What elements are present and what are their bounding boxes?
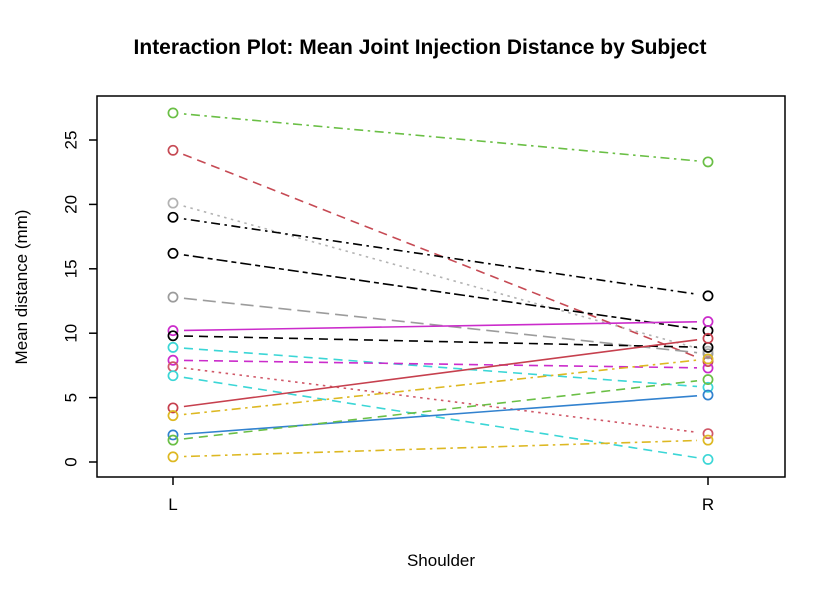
y-tick-label: 15 [62,259,81,278]
data-point-subject-13 [167,402,179,414]
y-tick-label: 10 [62,324,81,343]
data-point-subject-6 [702,348,714,360]
data-point-subject-15 [167,429,179,441]
data-point-subject-9 [702,381,714,393]
data-point-subject-12 [702,453,714,465]
series-line-subject-14 [183,359,698,416]
data-point-subject-3 [167,197,179,209]
series-line-subject-8 [183,335,698,348]
data-point-subject-15 [702,389,714,401]
data-point-subject-7 [167,325,179,337]
data-point-subject-6 [167,291,179,303]
series-line-subject-1 [183,113,698,162]
data-point-subject-4 [702,290,714,302]
data-point-subject-9 [167,341,179,353]
series-line-subject-17 [183,439,698,458]
series-line-subject-3 [183,205,698,350]
series-line-subject-15 [183,395,698,435]
x-tick-label: L [168,495,177,514]
data-point-subject-13 [702,332,714,344]
series-line-subject-12 [183,376,698,459]
data-point-subject-7 [702,316,714,328]
y-axis-label: Mean distance (mm) [12,209,31,365]
series-line-subject-16 [183,380,698,440]
y-tick-label: 5 [62,393,81,402]
data-point-subject-17 [167,451,179,463]
data-point-subject-16 [167,434,179,446]
y-tick-label: 25 [62,131,81,150]
chart-title: Interaction Plot: Mean Joint Injection D… [133,36,707,59]
data-point-subject-14 [167,410,179,422]
x-tick-label: R [702,495,714,514]
series-line-subject-11 [183,367,698,434]
data-point-subject-11 [167,361,179,373]
data-point-subject-4 [167,211,179,223]
data-point-subject-8 [167,330,179,342]
data-point-subject-14 [702,353,714,365]
series-line-subject-7 [183,320,698,332]
y-tick-label: 20 [62,195,81,214]
data-point-subject-10 [167,354,179,366]
data-point-subject-1 [702,156,714,168]
data-point-subject-2 [167,144,179,156]
series-line-subject-5 [183,254,698,330]
data-point-subject-5 [167,247,179,259]
series-line-subject-10 [183,359,698,369]
x-axis-label: Shoulder [406,551,476,570]
data-point-subject-16 [702,374,714,386]
series-line-subject-13 [183,338,698,408]
data-point-subject-12 [167,370,179,382]
data-point-subject-11 [702,428,714,440]
y-tick-label: 0 [62,457,81,466]
data-point-subject-1 [167,107,179,119]
series-line-subject-9 [183,347,698,388]
data-point-subject-10 [702,362,714,374]
plot-border [96,95,786,478]
data-point-subject-17 [702,434,714,446]
series-line-subject-4 [183,218,698,296]
